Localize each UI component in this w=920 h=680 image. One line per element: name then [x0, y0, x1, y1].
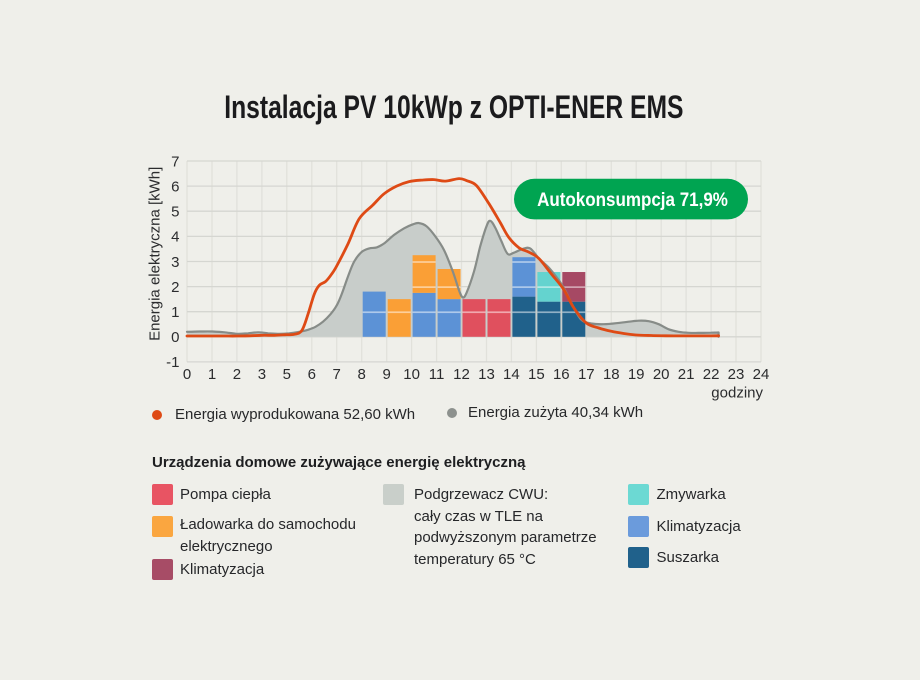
svg-text:5: 5 — [171, 204, 179, 221]
svg-text:3: 3 — [171, 254, 179, 271]
svg-text:7: 7 — [333, 366, 341, 383]
svg-text:13: 13 — [478, 366, 495, 383]
svg-text:6: 6 — [308, 366, 316, 383]
svg-text:2: 2 — [171, 279, 179, 296]
svg-text:5: 5 — [283, 366, 291, 383]
svg-text:10: 10 — [403, 366, 420, 383]
svg-text:0: 0 — [171, 329, 179, 346]
svg-text:18: 18 — [603, 366, 620, 383]
svg-text:3: 3 — [258, 366, 266, 383]
svg-text:11: 11 — [429, 366, 445, 383]
svg-text:8: 8 — [358, 366, 366, 383]
svg-text:1: 1 — [208, 366, 216, 383]
svg-text:Autokonsumpcja 71,9%: Autokonsumpcja 71,9% — [537, 189, 728, 210]
svg-text:20: 20 — [653, 366, 670, 383]
svg-text:4: 4 — [171, 229, 179, 246]
svg-text:22: 22 — [703, 366, 720, 383]
svg-text:12: 12 — [453, 366, 470, 383]
svg-text:16: 16 — [553, 366, 570, 383]
svg-text:9: 9 — [383, 366, 391, 383]
svg-text:7: 7 — [171, 153, 179, 170]
svg-text:godziny: godziny — [711, 385, 763, 402]
svg-text:19: 19 — [628, 366, 645, 383]
svg-text:1: 1 — [171, 304, 179, 321]
svg-text:21: 21 — [678, 366, 695, 383]
svg-text:Energia elektryczna [kWh]: Energia elektryczna [kWh] — [147, 167, 164, 341]
svg-text:14: 14 — [503, 366, 520, 383]
svg-text:0: 0 — [183, 366, 191, 383]
svg-text:15: 15 — [528, 366, 545, 383]
svg-text:17: 17 — [578, 366, 595, 383]
svg-text:23: 23 — [728, 366, 745, 383]
svg-text:2: 2 — [233, 366, 241, 383]
svg-text:6: 6 — [171, 178, 179, 195]
svg-text:-1: -1 — [166, 354, 179, 371]
svg-text:24: 24 — [753, 366, 770, 383]
